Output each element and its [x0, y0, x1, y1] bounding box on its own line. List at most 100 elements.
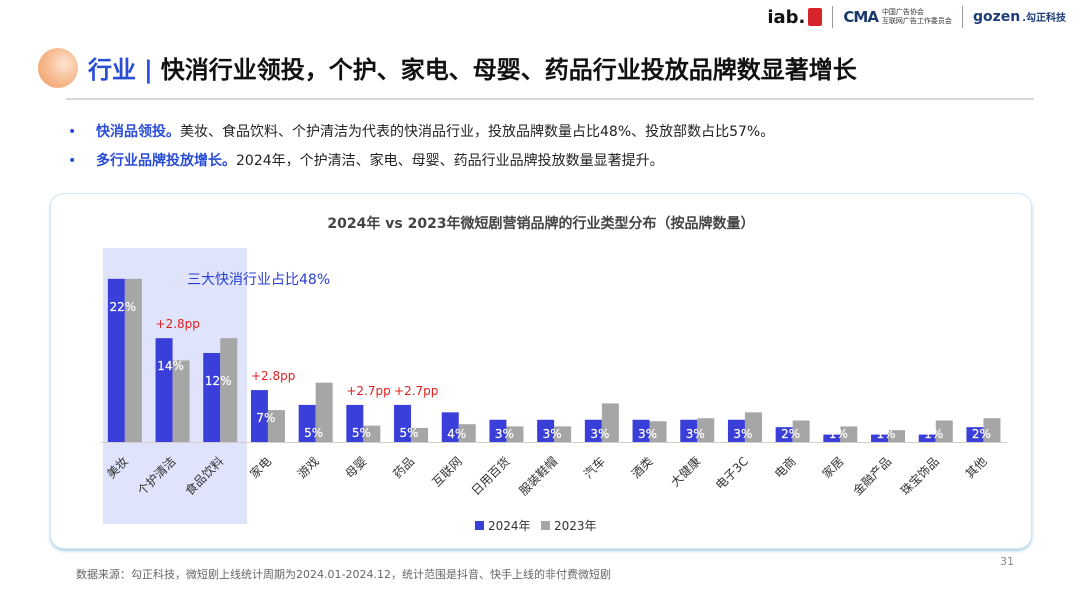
bar-2023	[697, 418, 715, 442]
bar-2024	[394, 404, 412, 442]
iab-seal-icon	[808, 8, 823, 26]
category-label: 金融产品	[850, 454, 895, 499]
category-label: 服装鞋帽	[516, 454, 561, 499]
bar-2023	[601, 403, 619, 442]
gozen-logo: gozen .勾正科技	[972, 9, 1066, 25]
bar-2024	[823, 434, 841, 442]
page-number: 31	[1000, 555, 1014, 568]
data-label: 1%	[877, 427, 896, 441]
chart-card: 2024年 vs 2023年微短剧营销品牌的行业类型分布（按品牌数量） 22% 美妆…	[50, 193, 1032, 549]
data-label: 4%	[447, 427, 466, 441]
category-label: 大健康	[667, 454, 703, 490]
bar-2023	[983, 418, 1001, 442]
legend-label-2023: 2023年	[554, 519, 597, 533]
bar-2023	[935, 420, 953, 442]
growth-annotation: +2.7pp	[394, 384, 438, 398]
data-label: 12%	[205, 374, 232, 388]
bar-2024	[250, 390, 268, 442]
category-label: 汽车	[580, 454, 608, 482]
category-label: 电商	[771, 454, 799, 482]
bar-2024	[871, 434, 889, 442]
bullet-dot-icon: •	[68, 124, 77, 140]
bar-2024	[298, 404, 316, 442]
data-label: 22%	[110, 300, 137, 314]
bar-2024	[918, 434, 936, 442]
cmma-logo: CMA 中国广告协会 互联网广告工作委员会	[843, 8, 952, 26]
category-label: 日用百货	[468, 454, 513, 499]
bar-2024	[203, 353, 221, 442]
bar-2024	[489, 419, 507, 442]
bar-2023	[888, 430, 906, 442]
growth-annotation: +2.8pp	[251, 369, 295, 383]
growth-annotation: +2.7pp	[346, 384, 390, 398]
bar-2023	[124, 278, 142, 442]
bullet-text: 美妆、食品饮料、个护清洁为代表的快消品行业，投放品牌数量占比48%、投放部数占比…	[180, 124, 775, 140]
title-decoration-circle	[38, 48, 78, 88]
bar-2024	[346, 404, 364, 442]
data-label: 3%	[686, 427, 705, 441]
bar-2023	[220, 338, 238, 442]
growth-annotation: +2.8pp	[156, 317, 200, 331]
data-label: 3%	[733, 427, 752, 441]
data-source-note: 数据来源：勾正科技，微短剧上线统计周期为2024.01-2024.12，统计范围…	[76, 568, 611, 581]
chart-title: 2024年 vs 2023年微短剧营销品牌的行业类型分布（按品牌数量）	[327, 215, 754, 232]
data-label: 3%	[543, 427, 562, 441]
bullet-highlight: 多行业品牌投放增长。	[96, 153, 236, 169]
bar-2024	[107, 278, 125, 442]
bar-2023	[267, 410, 285, 442]
partner-logos: iab. CMA 中国广告协会 互联网广告工作委员会 gozen .勾正科技	[767, 4, 1066, 30]
bullet-item: • 快消品领投。 美妆、食品饮料、个护清洁为代表的快消品行业，投放品牌数量占比4…	[68, 118, 774, 147]
data-label: 3%	[590, 427, 609, 441]
category-label: 电子3C	[713, 454, 751, 492]
page-title: 行业 | 快消行业领投，个护、家电、母婴、药品行业投放品牌数显著增长	[88, 50, 857, 85]
logo-divider	[832, 6, 834, 28]
bar-2023	[363, 425, 381, 442]
bullet-highlight: 快消品领投。	[96, 124, 180, 140]
logo-divider	[961, 6, 963, 28]
title-text: 快消行业领投，个护、家电、母婴、药品行业投放品牌数显著增长	[160, 56, 857, 84]
title-separator: |	[144, 56, 153, 84]
bar-2024	[727, 419, 745, 442]
category-label: 游戏	[295, 454, 322, 481]
bar-2024	[632, 419, 650, 442]
bar-2023	[744, 412, 762, 442]
legend-label-2024: 2024年	[488, 519, 531, 533]
legend-swatch-2023	[541, 521, 550, 530]
bar-2024	[966, 427, 984, 442]
category-label: 酒类	[629, 454, 656, 481]
bar-2023	[506, 426, 524, 442]
category-label: 家电	[246, 454, 274, 482]
bar-2023	[840, 426, 858, 442]
data-label: 14%	[157, 359, 184, 373]
bar-2023	[315, 382, 333, 442]
title-divider	[66, 98, 1034, 100]
bar-2024	[584, 419, 602, 442]
bar-2024	[537, 419, 555, 442]
data-label: 2%	[781, 427, 800, 441]
bar-2024	[155, 338, 173, 442]
data-label: 5%	[304, 426, 323, 440]
data-label: 3%	[638, 427, 657, 441]
legend-swatch-2024	[475, 521, 484, 530]
data-label: 1%	[829, 427, 848, 441]
bar-2023	[649, 421, 667, 442]
data-label: 2%	[972, 427, 991, 441]
category-label: 其他	[963, 454, 990, 481]
category-label: 药品	[390, 454, 417, 481]
bar-2023	[172, 360, 190, 442]
bar-2023	[792, 420, 810, 442]
bullet-text: 2024年，个护清洁、家电、母婴、药品行业品牌投放数量显著提升。	[236, 153, 664, 169]
category-label: 母婴	[343, 454, 370, 481]
bar-2023	[554, 426, 572, 442]
bullet-item: • 多行业品牌投放增长。 2024年，个护清洁、家电、母婴、药品行业品牌投放数量…	[68, 147, 774, 176]
iab-logo: iab.	[767, 7, 823, 28]
bullet-dot-icon: •	[68, 153, 77, 169]
data-label: 5%	[352, 426, 371, 440]
bar-2024	[775, 427, 793, 442]
title-category: 行业	[88, 56, 136, 84]
bar-2023	[411, 427, 429, 442]
bar-2023	[458, 424, 476, 442]
highlight-label: 三大快消行业占比48%	[187, 272, 330, 288]
summary-bullets: • 快消品领投。 美妆、食品饮料、个护清洁为代表的快消品行业，投放品牌数量占比4…	[68, 118, 774, 176]
bar-2024	[441, 412, 459, 442]
